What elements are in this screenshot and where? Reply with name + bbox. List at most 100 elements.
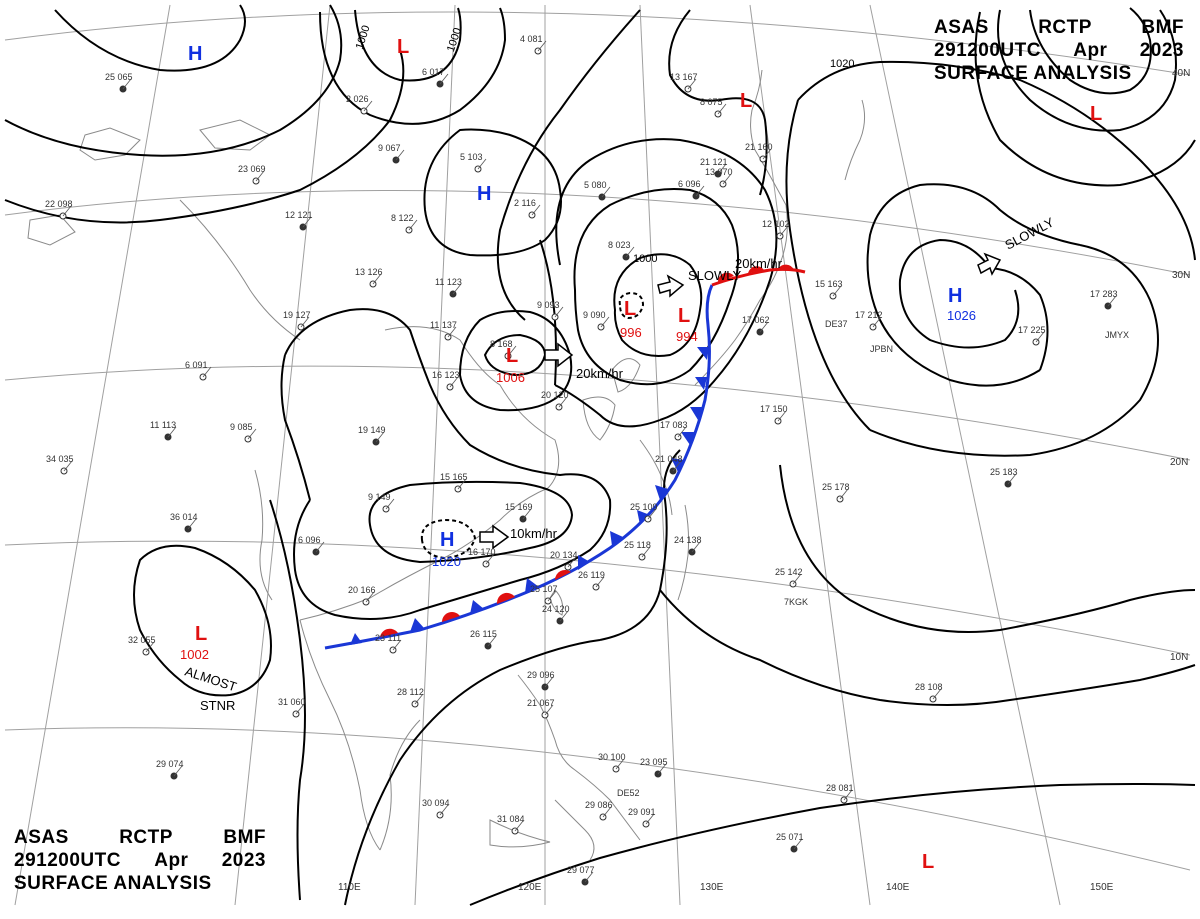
station-observation: 8 023 xyxy=(608,240,631,250)
station-observation: 11 137 xyxy=(430,320,457,330)
station-observation: 24 138 xyxy=(674,535,702,545)
station-observation: 25 071 xyxy=(776,832,804,842)
station-observation: 22 098 xyxy=(45,199,73,209)
wind-barb xyxy=(372,273,382,285)
station-observation: 9 149 xyxy=(368,492,391,502)
wind-barb xyxy=(173,765,183,777)
wind-barb xyxy=(485,553,495,565)
wind-barb xyxy=(255,170,265,182)
isobar xyxy=(974,11,1196,187)
wind-barb xyxy=(295,703,305,715)
station-id: 7KGK xyxy=(784,597,808,607)
wind-barb xyxy=(531,204,541,216)
header-field: Apr xyxy=(1073,40,1108,61)
cold-front xyxy=(324,284,714,650)
coastline xyxy=(489,819,551,848)
station-observation: 16 170 xyxy=(468,547,496,557)
wind-barb xyxy=(1035,331,1045,343)
station-observation: 26 115 xyxy=(470,629,497,639)
wind-barb xyxy=(695,185,705,197)
isobar xyxy=(458,310,573,412)
wind-barb xyxy=(544,676,554,688)
wind-barb xyxy=(779,225,789,237)
coastline xyxy=(549,589,564,616)
meridian-line xyxy=(234,4,331,906)
station-observation: 11 123 xyxy=(435,277,462,287)
wind-barb xyxy=(62,205,72,217)
front-bump xyxy=(717,272,734,282)
front-pip xyxy=(695,377,707,390)
arrow-icon xyxy=(544,342,574,368)
high-center: H xyxy=(477,183,491,205)
station-observation: 13 070 xyxy=(705,167,733,177)
isobar xyxy=(866,183,1081,387)
header-field: ASAS xyxy=(14,827,69,848)
header-field: 2023 xyxy=(1139,40,1184,61)
movement-speed: 10km/hr xyxy=(510,526,558,541)
isobar-label: 1020 xyxy=(830,58,854,70)
wind-barb xyxy=(247,428,257,440)
isobar xyxy=(659,589,1196,706)
wind-barb xyxy=(449,376,459,388)
wind-barb xyxy=(793,838,803,850)
wind-barb xyxy=(584,871,594,883)
wind-barb xyxy=(559,610,569,622)
station-observation: 19 149 xyxy=(358,425,386,435)
station-plots xyxy=(59,40,1117,886)
wind-barb xyxy=(691,541,701,553)
station-observation: 5 103 xyxy=(460,152,483,162)
isobar xyxy=(4,49,405,224)
movement-stationary: STNR xyxy=(200,698,235,713)
coastline xyxy=(79,127,141,161)
wind-barb xyxy=(647,508,657,520)
station-observation: 23 111 xyxy=(375,633,401,643)
station-observation: 28 081 xyxy=(826,783,854,793)
wind-barb xyxy=(63,460,73,472)
wind-barb xyxy=(375,431,385,443)
wind-barb xyxy=(717,163,727,175)
wind-barb xyxy=(507,345,517,357)
isobar xyxy=(785,99,871,431)
dashed-isobar xyxy=(420,518,477,560)
wind-barb xyxy=(315,541,325,553)
wind-barb xyxy=(122,78,132,90)
arrow-icon xyxy=(977,252,1002,276)
wind-barb xyxy=(641,546,651,558)
station-observation: 26 119 xyxy=(578,570,605,580)
front-line xyxy=(324,284,714,650)
high-pressure-value: 1020 xyxy=(432,554,461,569)
station-observation: 28 112 xyxy=(397,687,424,697)
station-observation: 15 169 xyxy=(505,502,533,512)
graticule xyxy=(4,4,1191,906)
longitude-label: 110E xyxy=(338,882,361,893)
isobar xyxy=(469,783,1196,906)
station-observation: 24 120 xyxy=(542,604,570,614)
longitude-label: 120E xyxy=(518,882,542,893)
isobar xyxy=(4,4,343,157)
movement-slowly: SLOWLY xyxy=(688,268,742,283)
longitude-label: 150E xyxy=(1090,882,1114,893)
station-observation: 5 080 xyxy=(584,180,607,190)
wind-barb xyxy=(302,216,312,228)
low-pressure-value: 994 xyxy=(676,329,698,344)
header-line-2: 291200UTC Apr 2023 xyxy=(934,39,1184,62)
station-observation: 17 083 xyxy=(660,420,688,430)
station-observation: 17 283 xyxy=(1090,289,1118,299)
low-center: L xyxy=(678,305,690,327)
longitude-label: 130E xyxy=(700,882,724,893)
front-pip xyxy=(410,618,424,632)
station-observation: 9 090 xyxy=(583,310,606,320)
station-observation: 25 142 xyxy=(775,567,803,577)
wind-barb xyxy=(792,573,802,585)
movement-speed: 20km/hr xyxy=(576,366,624,381)
header-line-1: ASAS RCTP BMF xyxy=(934,16,1184,39)
isobar xyxy=(869,244,1159,457)
isobar xyxy=(133,544,272,697)
dashed-isobar xyxy=(618,291,645,320)
station-observation: 8 075 xyxy=(700,97,723,107)
parallel-line xyxy=(4,540,1191,656)
wind-barb xyxy=(615,758,625,770)
coastline xyxy=(384,326,560,489)
coastline xyxy=(639,439,673,516)
station-observation: 23 069 xyxy=(238,164,266,174)
